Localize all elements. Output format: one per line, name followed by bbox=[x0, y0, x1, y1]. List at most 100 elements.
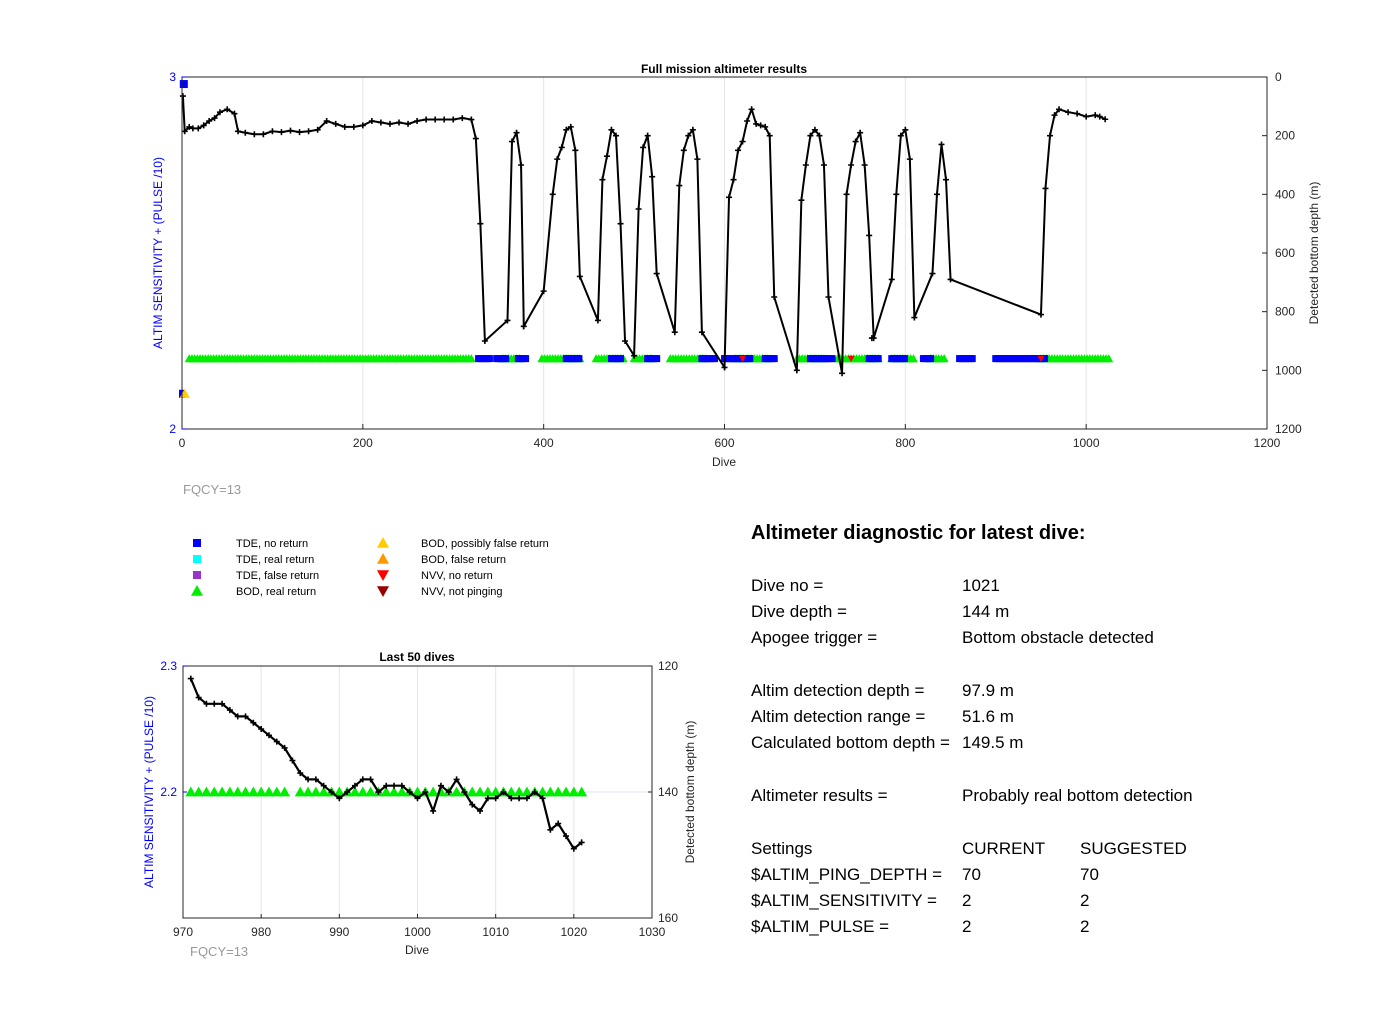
top-depth-point bbox=[414, 118, 421, 124]
top-depth-point bbox=[251, 131, 258, 138]
bottom-depth-point bbox=[563, 833, 570, 840]
top-x-label: Dive bbox=[712, 455, 736, 469]
bottom-bod-marker bbox=[482, 786, 494, 797]
legend: TDE, no return TDE, real return TDE, false… bbox=[191, 537, 549, 598]
bottom-depth-point bbox=[219, 700, 226, 707]
top-x-tick-label: 0 bbox=[179, 436, 186, 450]
top-depth-point bbox=[906, 156, 913, 163]
bod-real-marker bbox=[939, 354, 949, 363]
top-chart: Full mission altimeter results Dive ALTI… bbox=[151, 62, 1321, 497]
bottom-right-y-label: Detected bottom depth (m) bbox=[683, 721, 697, 864]
top-depth-point bbox=[766, 132, 773, 139]
top-depth-point bbox=[540, 288, 547, 295]
top-depth-point bbox=[260, 131, 267, 138]
top-depth-point bbox=[649, 173, 656, 180]
tde-no-return-marker bbox=[502, 355, 510, 363]
top-depth-point bbox=[341, 123, 348, 130]
top-depth-point bbox=[520, 323, 527, 330]
legend-label: TDE, false return bbox=[236, 570, 319, 582]
top-depth-point bbox=[558, 144, 565, 151]
top-depth-point bbox=[1092, 112, 1099, 119]
top-right-y-label: Detected bottom depth (m) bbox=[1307, 182, 1321, 325]
top-depth-point bbox=[200, 122, 207, 129]
diagnostic-panel: Altimeter diagnostic for latest dive: Di… bbox=[751, 522, 1193, 936]
top-depth-point bbox=[726, 194, 733, 201]
top-depth-point bbox=[861, 162, 868, 168]
top-depth-point bbox=[893, 191, 900, 198]
top-depth-point bbox=[554, 156, 561, 163]
bottom-bod-marker bbox=[247, 786, 259, 797]
top-depth-point bbox=[897, 132, 904, 139]
dive-no-value: 1021 bbox=[962, 576, 1000, 595]
legend-label: NVV, no return bbox=[421, 570, 493, 582]
bottom-bod-marker bbox=[537, 786, 549, 797]
top-depth-point bbox=[721, 364, 728, 371]
top-x-tick-label: 600 bbox=[714, 436, 734, 450]
top-depth-point bbox=[608, 126, 615, 133]
top-right-tick-label: 400 bbox=[1275, 187, 1295, 201]
bottom-bod-marker bbox=[333, 786, 345, 797]
top-depth-point bbox=[689, 126, 696, 133]
dive-depth-value: 144 m bbox=[962, 602, 1009, 621]
bottom-bod-marker bbox=[505, 786, 517, 797]
top-depth-point bbox=[943, 176, 950, 183]
top-depth-point bbox=[635, 206, 642, 212]
top-depth-point bbox=[179, 93, 186, 100]
bottom-depth-point bbox=[203, 700, 210, 707]
bottom-left-tick-label: 2.3 bbox=[160, 659, 177, 673]
tde-no-return-marker bbox=[1041, 355, 1049, 363]
top-depth-point bbox=[631, 352, 638, 359]
bottom-depth-point bbox=[391, 782, 398, 789]
bottom-x-tick-label: 1010 bbox=[482, 925, 509, 939]
top-depth-point bbox=[848, 162, 855, 168]
bottom-depth-point bbox=[250, 719, 257, 726]
top-depth-point bbox=[807, 132, 814, 139]
bottom-bod-marker bbox=[318, 786, 330, 797]
top-depth-point bbox=[235, 128, 242, 135]
bottom-depth-point bbox=[234, 713, 241, 720]
top-depth-point bbox=[933, 191, 940, 198]
top-x-tick-label: 800 bbox=[895, 436, 915, 450]
top-depth-point bbox=[195, 125, 202, 132]
top-depth-point bbox=[694, 156, 701, 163]
apogee-label: Apogee trigger = bbox=[751, 628, 877, 647]
top-x-tick-label: 1000 bbox=[1073, 436, 1100, 450]
bottom-depth-point bbox=[437, 782, 444, 789]
bottom-bod-marker bbox=[279, 786, 291, 797]
bottom-depth-point bbox=[477, 807, 484, 814]
top-depth-point bbox=[459, 115, 466, 122]
top-right-tick-label: 800 bbox=[1275, 305, 1295, 319]
top-depth-point bbox=[599, 176, 606, 183]
top-depth-point bbox=[753, 120, 760, 127]
bottom-depth-point bbox=[226, 707, 233, 714]
bottom-bod-marker bbox=[255, 786, 267, 797]
top-depth-point bbox=[888, 276, 895, 283]
nvv-no-return-marker bbox=[1037, 355, 1045, 363]
top-tde-markers bbox=[179, 80, 1049, 398]
det-depth-value: 97.9 m bbox=[962, 681, 1014, 700]
top-depth-point bbox=[278, 129, 285, 136]
top-depth-point bbox=[504, 317, 511, 324]
top-depth-point bbox=[653, 270, 660, 277]
top-depth-point bbox=[843, 191, 850, 198]
ping-depth-suggested: 70 bbox=[1080, 865, 1099, 884]
bottom-bod-marker bbox=[380, 786, 392, 797]
det-range-label: Altim detection range = bbox=[751, 707, 925, 726]
bottom-depth-point bbox=[375, 789, 382, 795]
bottom-bod-marker bbox=[310, 786, 322, 797]
pulse-suggested: 2 bbox=[1080, 917, 1089, 936]
bottom-x-label: Dive bbox=[405, 943, 429, 957]
bottom-depth-point bbox=[414, 795, 421, 802]
top-depth-point bbox=[771, 294, 778, 300]
tde-no-return-marker bbox=[653, 355, 661, 363]
top-depth-point bbox=[206, 118, 213, 124]
ping-depth-label: $ALTIM_PING_DEPTH = bbox=[751, 865, 942, 884]
top-depth-point bbox=[811, 126, 818, 133]
bottom-depth-point bbox=[539, 795, 546, 802]
bottom-depth-point bbox=[344, 789, 351, 795]
top-depth-point bbox=[735, 147, 742, 154]
bottom-x-tick-label: 1030 bbox=[639, 925, 666, 939]
nvv-no-return-marker bbox=[847, 355, 855, 363]
bottom-bod-marker bbox=[576, 786, 588, 797]
legend-label: TDE, real return bbox=[236, 554, 314, 566]
